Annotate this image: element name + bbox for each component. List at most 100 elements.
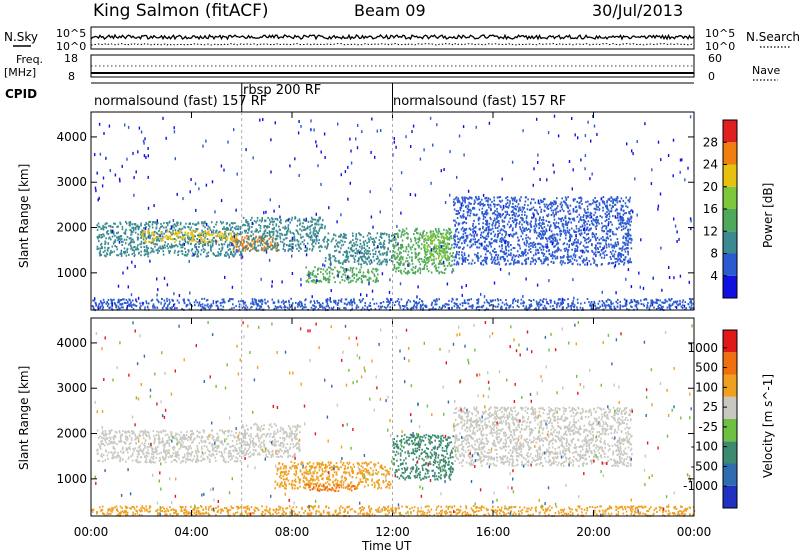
scatter-cell bbox=[139, 334, 141, 338]
scatter-cell bbox=[572, 278, 574, 282]
scatter-cell bbox=[203, 492, 205, 496]
scatter-cell bbox=[236, 172, 238, 176]
scatter-cell bbox=[421, 487, 424, 490]
scatter-cell bbox=[600, 383, 602, 387]
scatter-cell bbox=[583, 385, 585, 389]
scatter-cell bbox=[509, 511, 512, 515]
scatter-cell bbox=[395, 335, 398, 339]
scatter-cell bbox=[613, 265, 616, 269]
scatter-cell bbox=[410, 419, 413, 423]
y-tick-label: 1000 bbox=[56, 472, 87, 486]
scatter-cell bbox=[186, 452, 188, 456]
scatter-cell bbox=[247, 464, 249, 468]
scatter-cell bbox=[526, 330, 529, 334]
scatter-cell bbox=[237, 434, 240, 438]
scatter-cell bbox=[308, 274, 310, 278]
scatter-cell bbox=[133, 176, 135, 180]
scatter-cell bbox=[211, 180, 214, 184]
scatter-cell bbox=[408, 359, 410, 363]
echo-region bbox=[324, 232, 395, 266]
scatter-cell bbox=[537, 161, 539, 164]
scatter-cell bbox=[444, 480, 446, 484]
scatter-cell bbox=[135, 396, 138, 400]
scatter-cell bbox=[156, 402, 158, 406]
scatter-cell bbox=[340, 173, 342, 177]
scatter-cell bbox=[195, 208, 197, 212]
scatter-cell bbox=[541, 504, 543, 508]
scatter-cell bbox=[645, 414, 647, 417]
scatter-cell bbox=[228, 491, 231, 495]
scatter-cell bbox=[473, 323, 475, 327]
scatter-cell bbox=[625, 277, 627, 281]
scatter-cell bbox=[412, 431, 414, 435]
scatter-cell bbox=[573, 296, 575, 300]
noise-tick-top: 10^5 bbox=[56, 27, 86, 40]
scatter-cell bbox=[368, 282, 370, 286]
echo-region bbox=[392, 433, 455, 481]
scatter-cell bbox=[324, 264, 326, 268]
scatter-cell bbox=[164, 371, 166, 375]
scatter-cell bbox=[135, 298, 137, 302]
scatter-cell bbox=[449, 193, 451, 197]
scatter-cell bbox=[389, 419, 391, 422]
scatter-cell bbox=[149, 394, 152, 398]
scatter-cell bbox=[444, 434, 447, 438]
scatter-cell bbox=[294, 456, 296, 460]
scatter-cell bbox=[668, 276, 671, 279]
scatter-cell bbox=[149, 259, 151, 263]
scatter-cell bbox=[447, 400, 450, 404]
scatter-cell bbox=[492, 500, 494, 504]
scatter-cell bbox=[470, 480, 473, 483]
scatter-cell bbox=[276, 406, 279, 409]
scatter-cell bbox=[310, 119, 312, 123]
scatter-cell bbox=[207, 321, 209, 324]
scatter-cell bbox=[260, 277, 262, 281]
scatter-cell bbox=[291, 236, 294, 240]
scatter-cell bbox=[172, 435, 174, 439]
scatter-cell bbox=[96, 171, 98, 175]
scatter-cell bbox=[228, 255, 230, 259]
scatter-cell bbox=[426, 404, 429, 408]
scatter-cell bbox=[172, 219, 175, 222]
scatter-cell bbox=[364, 475, 366, 479]
scatter-cell bbox=[237, 249, 239, 253]
scatter-cell bbox=[374, 483, 376, 487]
scatter-cell bbox=[606, 462, 608, 465]
scatter-cell bbox=[300, 283, 302, 287]
scatter-cell bbox=[448, 349, 450, 353]
scatter-cell bbox=[358, 356, 361, 360]
scatter-cell bbox=[263, 211, 265, 215]
scatter-cell bbox=[337, 273, 339, 277]
noise-sky-trace bbox=[90, 33, 695, 41]
scatter-cell bbox=[347, 197, 349, 201]
scatter-cell bbox=[568, 160, 571, 163]
scatter-cell bbox=[418, 425, 421, 429]
scatter-cell bbox=[143, 141, 145, 145]
scatter-cell bbox=[349, 181, 351, 185]
scatter-cell bbox=[271, 284, 273, 288]
scatter-cell bbox=[391, 460, 393, 464]
scatter-cell bbox=[118, 240, 121, 244]
scatter-cell bbox=[355, 336, 358, 340]
scatter-cell bbox=[159, 471, 161, 475]
scatter-cell bbox=[467, 358, 469, 362]
scatter-cell bbox=[201, 451, 204, 455]
scatter-cell bbox=[298, 174, 300, 177]
scatter-cell bbox=[462, 259, 464, 263]
scatter-cell bbox=[474, 465, 476, 468]
scatter-cell bbox=[571, 117, 573, 120]
scatter-cell bbox=[530, 399, 532, 403]
scatter-cell bbox=[537, 302, 539, 306]
scatter-cell bbox=[352, 381, 354, 385]
scatter-cell bbox=[644, 454, 646, 458]
scatter-cell bbox=[579, 383, 581, 386]
scatter-cell bbox=[249, 351, 251, 354]
nave-tick-bottom: 0 bbox=[708, 70, 715, 83]
scatter-cell bbox=[224, 439, 226, 443]
scatter-cell bbox=[350, 149, 352, 153]
scatter-cell bbox=[661, 288, 663, 292]
scatter-cell bbox=[657, 207, 659, 211]
scatter-cell bbox=[330, 289, 332, 293]
scatter-cell bbox=[416, 460, 419, 464]
scatter-cell bbox=[542, 261, 545, 265]
